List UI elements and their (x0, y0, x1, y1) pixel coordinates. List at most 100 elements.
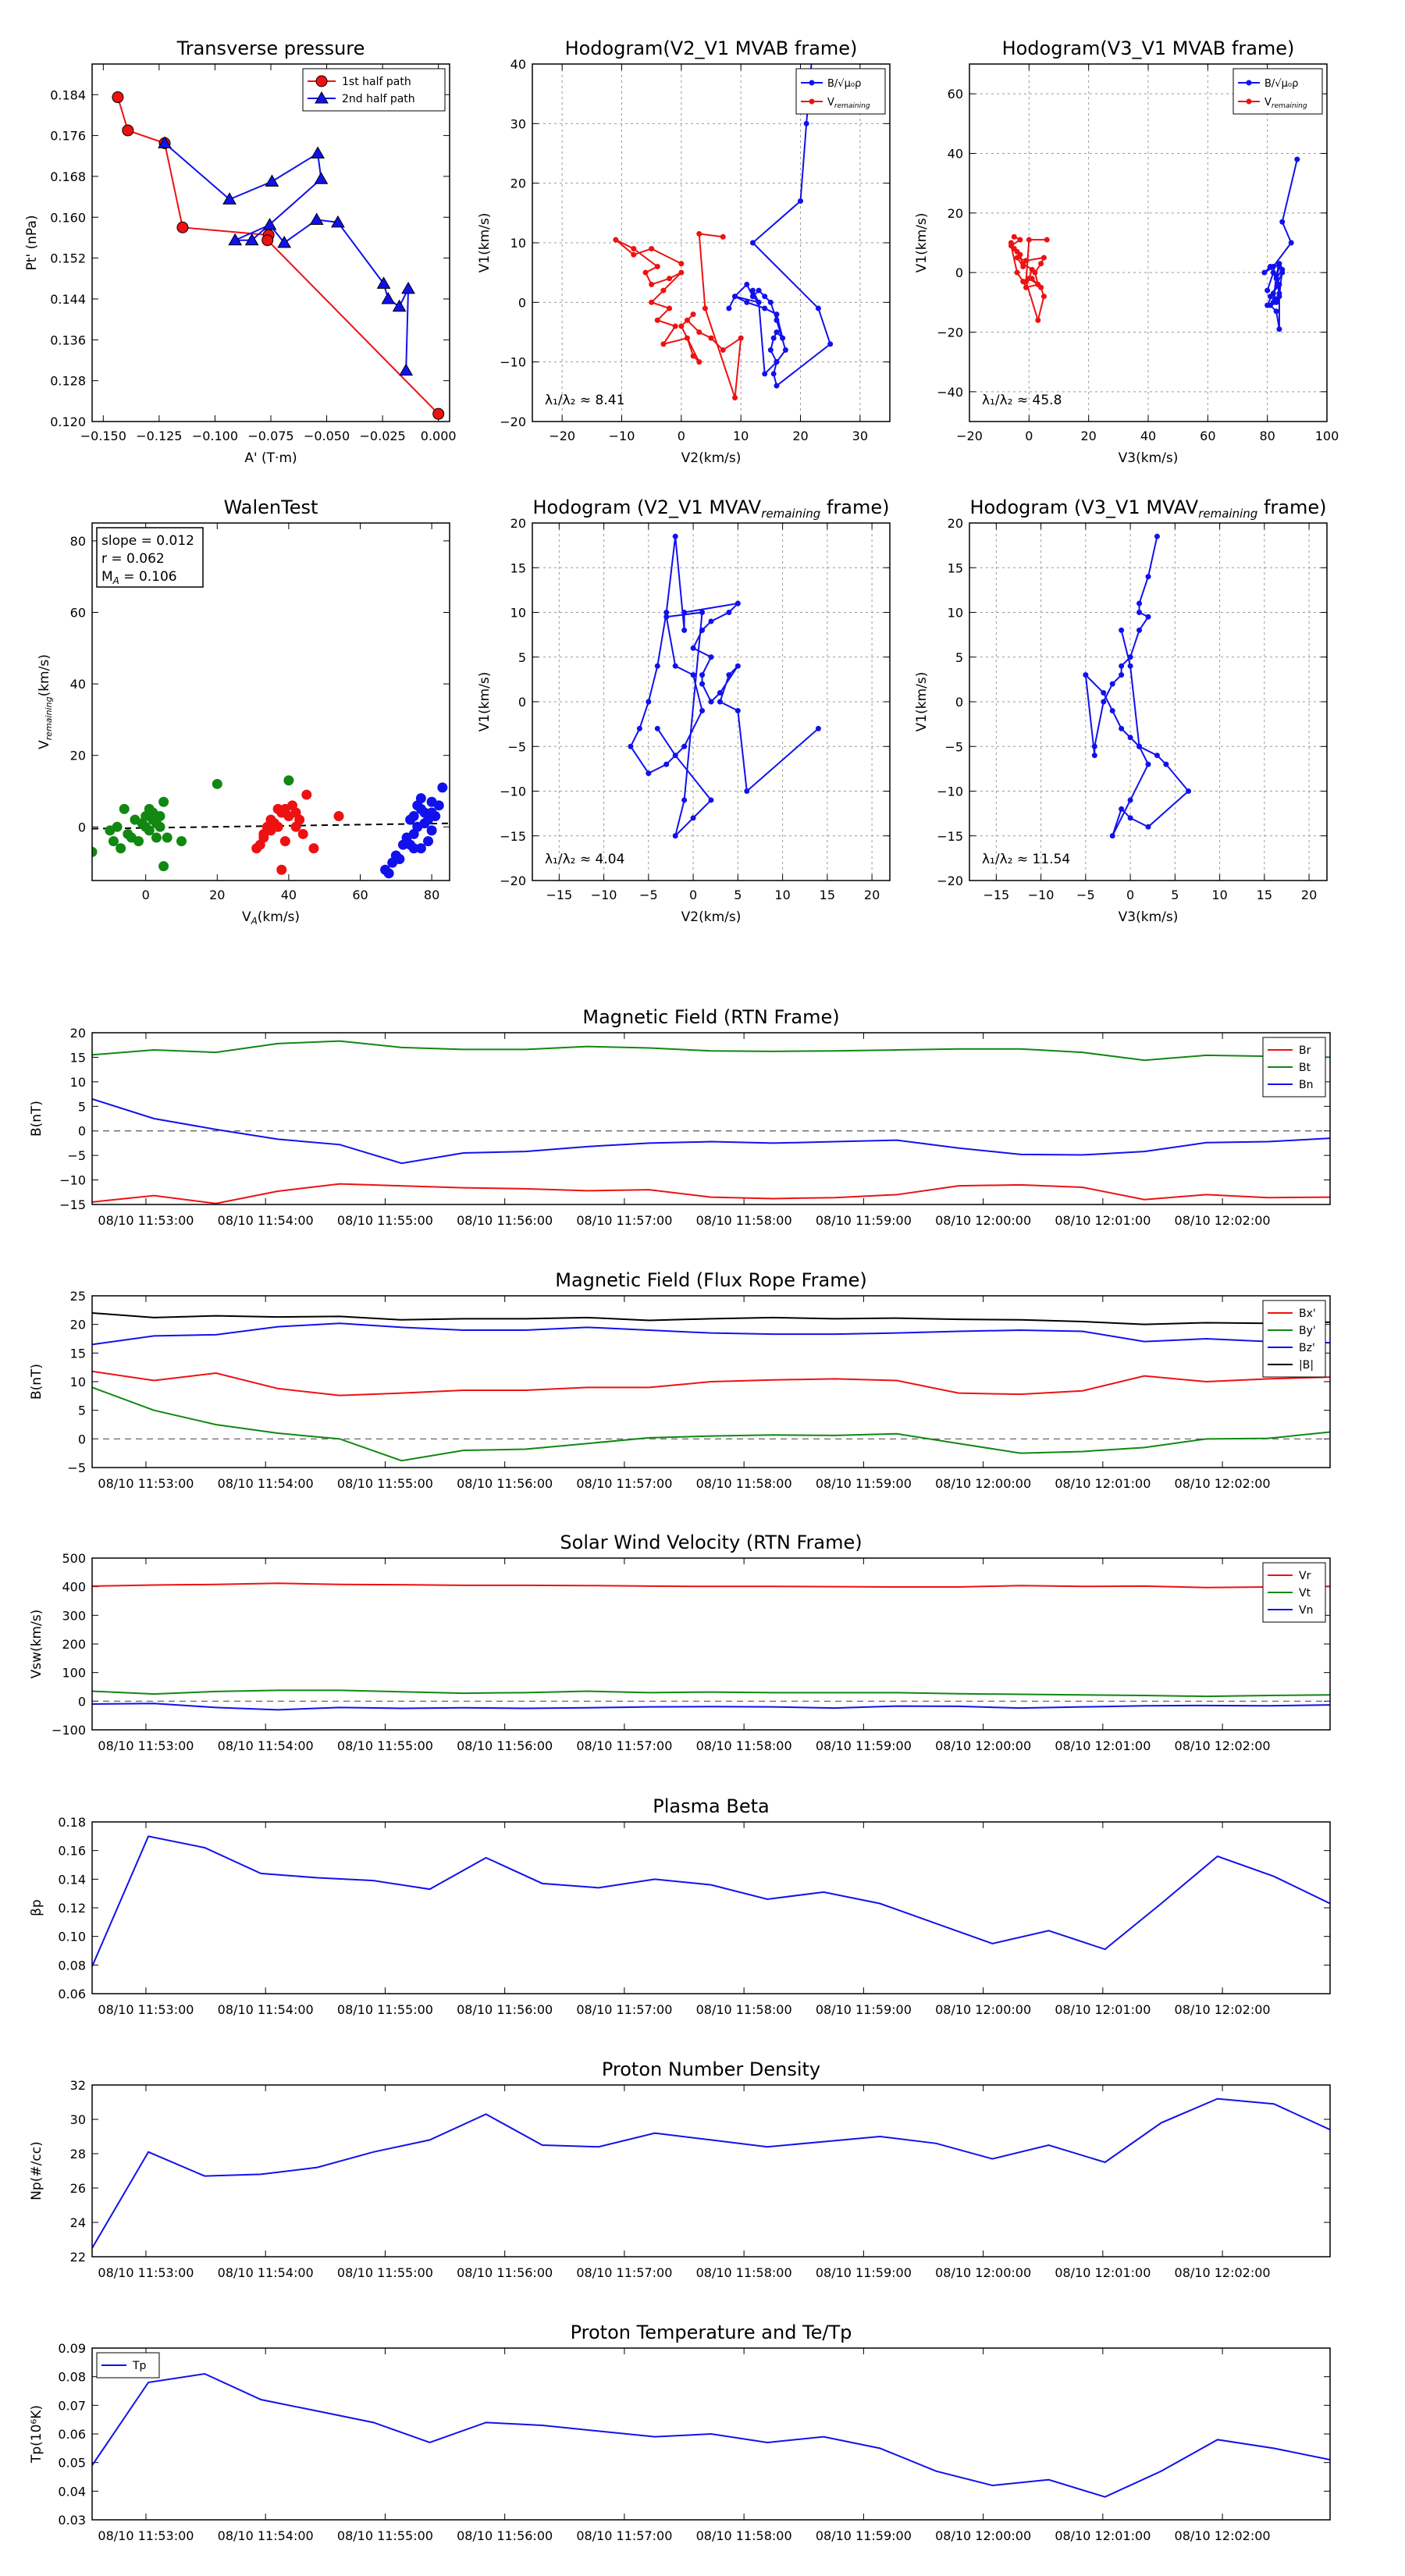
np-ytick-label: 26 (70, 2181, 86, 2196)
walen-point (155, 821, 165, 832)
h1-point (744, 299, 750, 305)
h4-point (1145, 761, 1151, 767)
h4-point (1101, 699, 1107, 705)
h2-xtick-label: 100 (1315, 429, 1339, 443)
vsw-series-Vn-line (92, 1703, 1330, 1711)
tp-time-label: 08/10 11:59:00 (816, 2528, 912, 2543)
np-ytick-label: 32 (70, 2078, 86, 2093)
brtn-time-label: 08/10 11:57:00 (576, 1213, 672, 1228)
h3-xtick-label: −15 (546, 888, 572, 902)
h4-ytick-label: 5 (955, 650, 963, 665)
brtn-time-label: 08/10 11:55:00 (337, 1213, 433, 1228)
h2-point (1017, 237, 1023, 243)
h4-ytick-label: −20 (937, 873, 963, 888)
h4-plot-area (1083, 533, 1192, 839)
brtn-time-label: 08/10 11:56:00 (457, 1213, 553, 1228)
beta-title: Plasma Beta (653, 1795, 769, 1817)
h3-point (672, 533, 678, 539)
h1-point (774, 317, 780, 323)
walen-point (415, 843, 426, 854)
h3-point (717, 699, 723, 705)
pt-point (331, 215, 345, 228)
h3-point (663, 610, 670, 615)
pt-point (314, 172, 329, 184)
h1-point (756, 299, 762, 305)
pt-point (112, 91, 124, 104)
h1-point (678, 323, 685, 329)
h2-point (1279, 219, 1286, 225)
h1-point (770, 335, 777, 341)
h3-point (699, 707, 706, 713)
brtn-chart: 08/10 11:53:00 08/10 11:54:00 08/10 11:55:… (29, 1006, 1330, 1228)
h2-point (1044, 237, 1050, 243)
h1-point (720, 347, 726, 353)
h3-point (699, 672, 706, 678)
h1-point (756, 287, 762, 294)
walen-point (415, 803, 426, 814)
walen-point (272, 821, 283, 832)
h4-ytick-label: 0 (955, 695, 963, 710)
h4-point (1127, 797, 1133, 803)
vsw-ytick-label: 400 (62, 1580, 86, 1595)
beta-time-label: 08/10 12:01:00 (1055, 2002, 1151, 2017)
pt-point (381, 291, 396, 304)
walen-point (212, 778, 222, 789)
bfr-ylabel: B(nT) (29, 1364, 44, 1400)
walen-point (133, 836, 144, 847)
h3-point (735, 663, 741, 669)
np-ytick-label: 22 (70, 2250, 86, 2265)
h2-point (1040, 254, 1047, 261)
h1-point (827, 341, 834, 347)
h2-point (1023, 284, 1030, 290)
np-time-label: 08/10 12:02:00 (1175, 2265, 1271, 2280)
h2-point (1273, 308, 1279, 315)
h2-ytick-label: −40 (937, 385, 963, 400)
walen-point (119, 803, 130, 814)
h3-ytick-label: 15 (510, 560, 526, 575)
pt-xtick-label: −0.050 (304, 429, 350, 443)
bfr-legend-label: |B| (1299, 1359, 1314, 1372)
bfr-time-label: 08/10 12:02:00 (1175, 1476, 1271, 1491)
tp-ytick-label: 0.07 (58, 2398, 86, 2413)
h3-point (690, 645, 696, 651)
h1-point (631, 251, 637, 258)
h4-point (1119, 627, 1125, 633)
h1-point (631, 246, 637, 252)
bfr-frame (91, 1295, 1331, 1468)
h4-frame (969, 522, 1328, 881)
h1-point (798, 198, 803, 205)
h1-point (684, 335, 690, 341)
np-time-label: 08/10 12:00:00 (935, 2265, 1031, 2280)
h1-frame (532, 63, 891, 422)
brtn-time-label: 08/10 11:54:00 (218, 1213, 314, 1228)
h1-series-line-0 (728, 64, 831, 387)
vsw-time-label: 08/10 12:01:00 (1055, 1738, 1151, 1753)
h4-point (1109, 681, 1115, 687)
beta-time-label: 08/10 12:02:00 (1175, 2002, 1271, 2017)
bfr-series-Bz-line (92, 1322, 1330, 1346)
vsw-frame (91, 1557, 1331, 1731)
h4-xtick-label: 5 (1171, 888, 1179, 902)
walen-point (383, 868, 394, 879)
h4-point (1127, 815, 1133, 821)
h1-series-line-1 (615, 233, 742, 398)
vsw-series-Vr-line (92, 1582, 1330, 1589)
h3-point (744, 788, 750, 794)
pt-point (262, 218, 277, 230)
vsw-plot-area (92, 1582, 1330, 1711)
bfr-title: Magnetic Field (Flux Rope Frame) (555, 1269, 866, 1291)
h2-point (1276, 294, 1282, 300)
walen-stats-box (96, 527, 204, 588)
walen-point (308, 843, 319, 854)
h1-point (732, 294, 738, 300)
h1-point (774, 329, 780, 335)
h4-xtick-label: 15 (1257, 888, 1272, 902)
h1-ytick-label: 40 (510, 57, 526, 72)
walen-point (158, 861, 169, 872)
h1-point (749, 240, 756, 246)
walen-point (276, 864, 287, 875)
walen-ylabel: Vremaining(km/s) (37, 654, 54, 749)
walen-point (112, 821, 123, 832)
tp-ylabel: Tp(10⁶K) (29, 2405, 44, 2464)
pt-xtick-label: −0.125 (136, 429, 182, 443)
